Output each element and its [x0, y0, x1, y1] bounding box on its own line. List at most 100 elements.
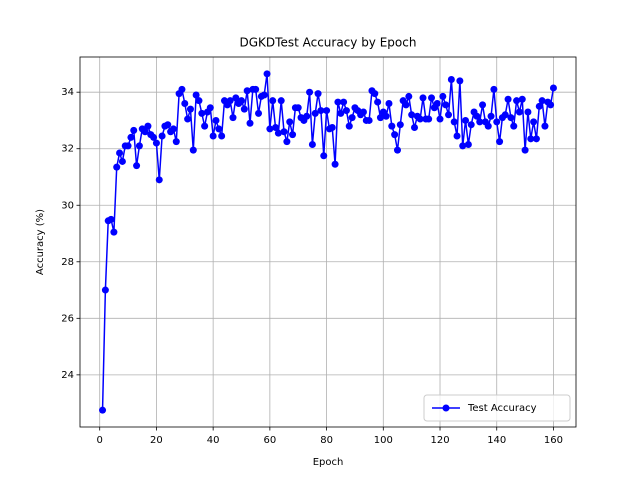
data-point: [150, 133, 158, 141]
data-point: [116, 149, 124, 157]
data-point: [144, 122, 152, 130]
data-point: [515, 108, 523, 116]
data-point: [473, 112, 481, 120]
x-tick-label: 80: [320, 435, 333, 446]
data-point: [371, 90, 379, 98]
data-point: [201, 122, 209, 130]
data-point: [396, 121, 404, 129]
data-point: [510, 122, 518, 130]
data-point: [243, 87, 251, 95]
data-point: [342, 107, 350, 115]
data-point: [198, 109, 206, 117]
data-point: [133, 162, 141, 170]
data-point: [328, 124, 336, 132]
data-point: [456, 77, 464, 85]
data-point: [365, 116, 373, 124]
data-point: [487, 112, 495, 120]
data-point: [490, 85, 498, 93]
x-tick-label: 100: [374, 435, 393, 446]
data-point: [110, 228, 118, 236]
data-point: [184, 115, 192, 123]
data-point: [164, 121, 172, 129]
data-point: [436, 115, 444, 123]
data-point: [101, 286, 109, 294]
data-point: [507, 114, 515, 122]
data-point: [269, 97, 277, 105]
data-point: [286, 118, 294, 126]
data-point: [476, 118, 484, 126]
data-point: [320, 152, 328, 160]
data-point: [266, 125, 274, 133]
data-point: [274, 129, 282, 137]
x-axis-label: Epoch: [313, 457, 344, 468]
data-point: [376, 114, 384, 122]
data-point: [246, 119, 254, 127]
data-point: [459, 142, 467, 150]
data-point: [215, 125, 223, 133]
data-point: [484, 122, 492, 130]
data-point: [172, 138, 180, 146]
x-tick-label: 140: [487, 435, 506, 446]
data-point: [462, 116, 470, 124]
x-tick-label: 60: [263, 435, 276, 446]
y-tick-label: 32: [61, 144, 74, 155]
data-point: [272, 124, 280, 132]
data-point: [527, 135, 535, 143]
data-point: [538, 97, 546, 105]
data-point: [479, 101, 487, 109]
data-point: [212, 116, 220, 124]
x-tick-label: 120: [430, 435, 449, 446]
data-point: [530, 118, 538, 126]
data-point: [178, 85, 186, 93]
data-point: [388, 122, 396, 130]
y-tick-label: 28: [61, 257, 74, 268]
data-point: [382, 112, 390, 120]
data-point: [229, 114, 237, 122]
data-point: [158, 132, 166, 140]
data-point: [181, 99, 189, 107]
data-point: [113, 163, 121, 171]
data-point: [439, 92, 447, 100]
data-point: [501, 111, 509, 119]
data-point: [226, 97, 234, 105]
y-axis-label: Accuracy (%): [35, 209, 46, 275]
data-point: [232, 94, 240, 102]
data-point: [152, 139, 160, 147]
data-point: [317, 107, 325, 115]
data-point: [535, 102, 543, 110]
data-point: [467, 121, 475, 129]
data-point: [280, 128, 288, 136]
data-point: [428, 94, 436, 102]
data-point: [303, 112, 311, 120]
data-point: [393, 146, 401, 154]
data-point: [391, 131, 399, 139]
data-point: [518, 95, 526, 103]
data-point: [547, 101, 555, 109]
x-tick-label: 0: [97, 435, 103, 446]
data-point: [425, 115, 433, 123]
data-point: [130, 126, 138, 134]
data-point: [189, 146, 197, 154]
plot-frame: [79, 56, 577, 428]
data-point: [331, 160, 339, 168]
data-point: [308, 140, 316, 148]
data-point: [186, 105, 194, 113]
x-tick-label: 20: [150, 435, 163, 446]
data-point: [374, 98, 382, 106]
data-point: [541, 122, 549, 130]
data-point: [195, 97, 203, 105]
data-point: [340, 98, 348, 106]
data-point: [524, 108, 532, 116]
legend-box: [423, 394, 571, 422]
data-point: [169, 125, 177, 133]
data-point: [135, 142, 143, 150]
data-point: [496, 138, 504, 146]
data-point: [99, 406, 107, 414]
legend-label: Test Accuracy: [467, 403, 537, 414]
data-point: [127, 133, 135, 141]
data-point: [445, 111, 453, 119]
data-point: [493, 118, 501, 126]
data-point: [260, 91, 268, 99]
data-point: [209, 132, 217, 140]
